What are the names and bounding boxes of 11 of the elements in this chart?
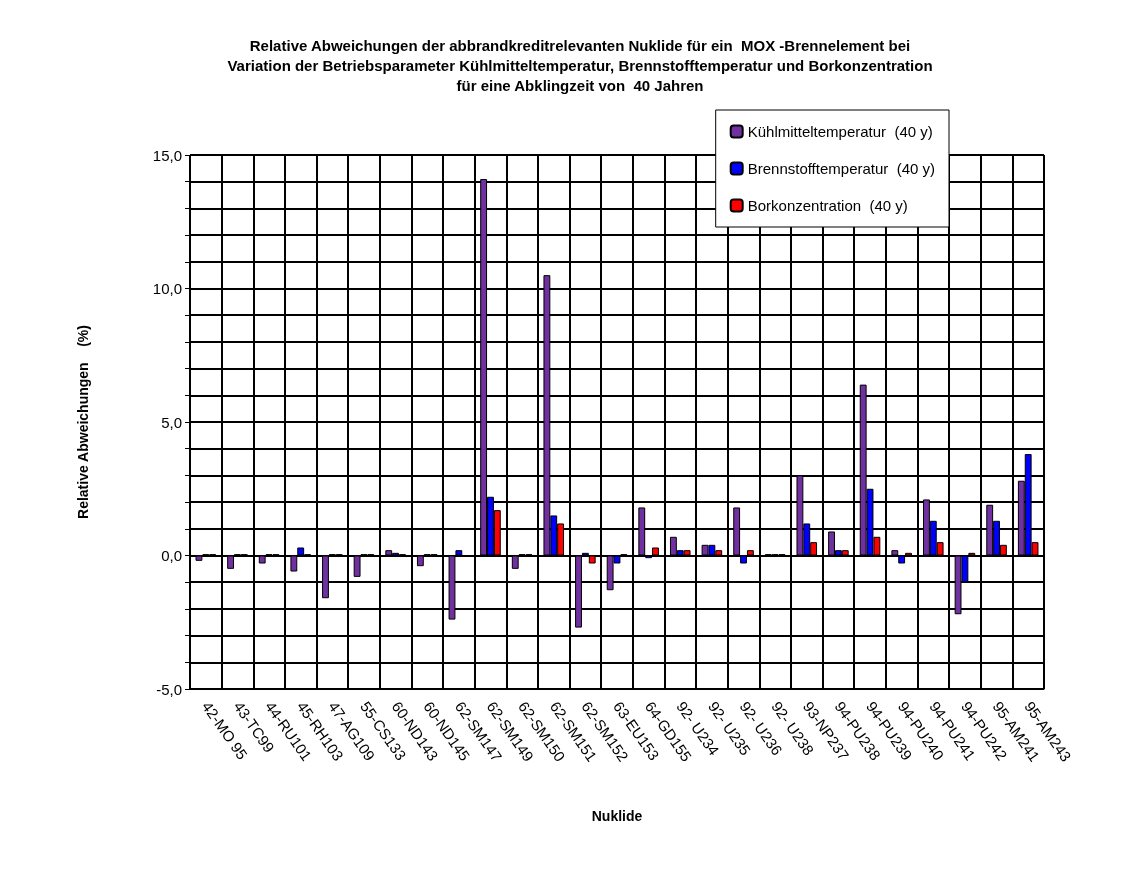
y-tick-label: -5,0 [156, 680, 182, 698]
y-tick-label: 0,0 [161, 547, 182, 564]
legend-label: Borkonzentration (40 y) [747, 197, 908, 214]
y-tick-label: 15,0 [152, 146, 182, 164]
chart-title: Relative Abweichungen der abbrandkreditrelevanten Nuklide für ein MOX -Brennelement bei Variation der Betriebsparameter Kühlmitteltemperatur, Brennstofftemperatur und Borkonzentration für eine Abklingzeit von 40 Jahren [227, 36, 933, 94]
y-tick-label: 5,0 [161, 413, 182, 431]
legend-label: Kühlmitteltemperatur (40 y) [747, 123, 933, 140]
y-axis-title: Relative Abweichungen (%) [75, 325, 91, 519]
x-axis-title: Nuklide [591, 808, 643, 824]
y-tick-label: 10,0 [152, 280, 182, 297]
legend-label: Brennstofftemperatur (40 y) [747, 160, 935, 177]
